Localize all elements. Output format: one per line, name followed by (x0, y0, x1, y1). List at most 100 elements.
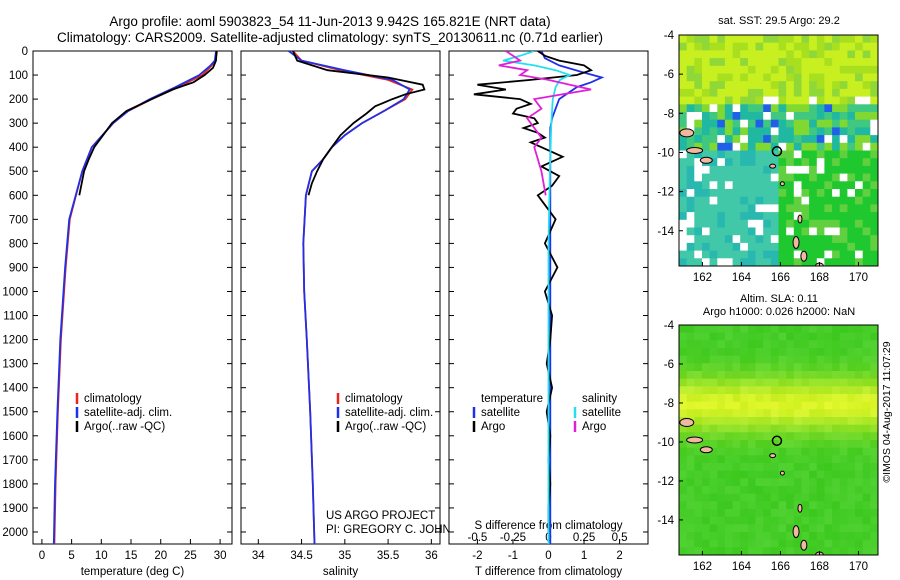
sla-map-cell (778, 501, 787, 510)
sst-map-cell (855, 258, 864, 266)
sla-map-cell (702, 363, 711, 372)
sla-map-cell (686, 447, 695, 456)
sst-map-cell (832, 73, 841, 82)
sst-map-cell (809, 181, 818, 190)
sst-map-cell (778, 212, 787, 221)
sla-map-cell (824, 463, 833, 472)
sla-map-cell (709, 547, 718, 555)
sla-map-cell (870, 348, 878, 357)
sst-map-cell (801, 165, 810, 175)
sst-map-cell (686, 258, 695, 266)
sla-map-cell (732, 509, 741, 518)
sst-map-cell (832, 81, 841, 90)
sla-map-cell (870, 401, 878, 410)
sst-map-cell (740, 112, 749, 121)
sla-map-cell (732, 340, 741, 349)
sla-map-cell (801, 348, 810, 357)
sst-map-cell (694, 250, 703, 259)
sla-map-cell (694, 547, 703, 555)
sla-map-cell (724, 363, 734, 372)
depth-tick-label: 1500 (2, 407, 28, 419)
sla-map-cell (793, 417, 802, 426)
sst-map-cell (702, 142, 711, 151)
sst-map-cell (747, 235, 757, 244)
sla-map-cell (755, 455, 764, 464)
sst-map-cell (755, 73, 764, 82)
sst-map-cell (686, 35, 695, 44)
sla-map-cell (686, 509, 695, 518)
sst-map-cell (870, 96, 878, 105)
sst-map-cell (816, 227, 825, 236)
sst-map-cell (763, 173, 772, 182)
sst-map-cell (702, 112, 711, 121)
sst-map-cell (694, 212, 703, 221)
sla-map-cell (855, 493, 864, 502)
sst-map-cell (740, 96, 749, 105)
sla-map-cell (763, 355, 772, 364)
sst-map-cell (816, 42, 825, 51)
sst-map-cell (816, 119, 825, 128)
sst-map-frame (678, 34, 879, 267)
sst-map-cell (694, 258, 703, 266)
sla-map-cell (862, 532, 871, 541)
sla-map-cell (862, 478, 871, 487)
sst-map-cell (686, 112, 695, 121)
sst-map-cell (847, 112, 856, 121)
sst-map-cell (778, 127, 787, 136)
sla-map-cell (679, 539, 688, 548)
sst-map-cell (770, 96, 779, 105)
sla-map-cell (839, 524, 848, 533)
sst-map-cell (832, 127, 841, 136)
sla-map-cell (702, 401, 711, 410)
sst-map-cell (862, 212, 871, 221)
sst-map-cell (732, 165, 741, 175)
sla-map-cell (847, 355, 856, 364)
sst-map-cell (755, 250, 764, 259)
sst-map-cell (717, 173, 726, 182)
depth-tick-label: 400 (9, 142, 28, 154)
sst-map-cell (832, 235, 841, 244)
sst-map-cell (855, 112, 864, 121)
sla-map-cell (816, 332, 825, 341)
sst-map-cell (862, 50, 871, 59)
sla-map-cell (724, 378, 734, 387)
sla-map-cell (786, 394, 795, 403)
sst-map-cell (740, 58, 749, 67)
sst-map-cell (862, 135, 871, 144)
sst-lon-tick-label: 162 (693, 272, 712, 284)
sst-map-cell (732, 250, 741, 259)
sla-map-cell (724, 524, 734, 533)
depth-tick-label: 1400 (2, 383, 28, 395)
sla-lat-tick-label: -8 (664, 398, 674, 410)
sla-map-cell (747, 363, 757, 372)
sla-map-cell (793, 432, 802, 441)
sst-island (679, 128, 695, 138)
sla-map-cell (847, 440, 856, 449)
sla-map-cell (717, 340, 726, 349)
sla-map-cell (732, 378, 741, 387)
sla-map-cell (778, 547, 787, 555)
sla-map-cell (786, 455, 795, 464)
sst-map-cell (786, 142, 795, 151)
sla-map-cell (839, 424, 848, 433)
sla-map-cell (709, 394, 718, 403)
sst-float-marker (771, 146, 783, 157)
sla-map-cell (709, 539, 718, 548)
sst-map-cell (694, 112, 703, 121)
sst-map-cell (832, 58, 841, 67)
sla-map-cell (763, 486, 772, 495)
sst-map-cell (839, 73, 848, 82)
sla-map-cell (862, 501, 871, 510)
sst-map-cell (679, 150, 688, 159)
sla-map-field (679, 325, 878, 555)
sst-map-cell (855, 119, 864, 128)
sst-map-cell (801, 73, 810, 82)
sst-map-cell (870, 65, 878, 74)
sst-map-cell (847, 65, 856, 74)
sst-map-cell (755, 258, 764, 266)
sst-map-cell (747, 127, 757, 136)
sla-map-cell (724, 509, 734, 518)
sst-map-cell (832, 42, 841, 51)
sla-map-cell (816, 478, 825, 487)
sla-lat-tick-label: -10 (657, 437, 674, 449)
